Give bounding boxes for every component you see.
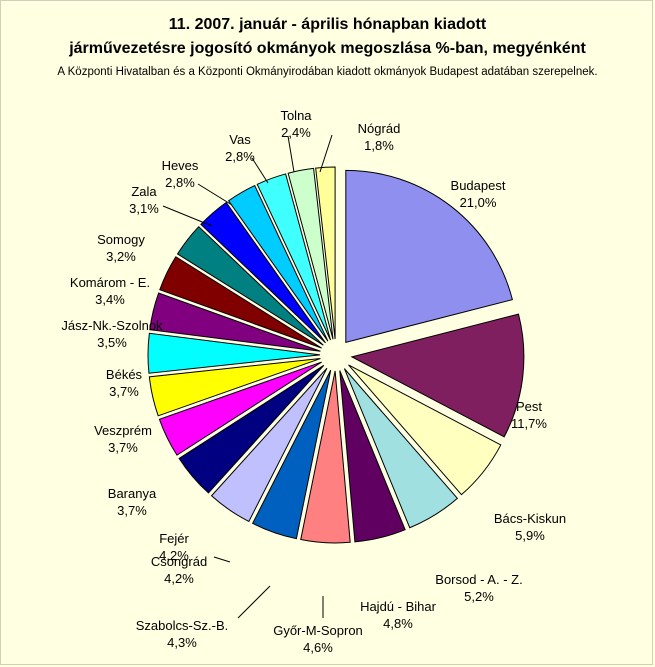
slice-label: Vas 2,8% [225,132,255,164]
slice-label: Tolna 2,4% [280,108,312,140]
chart-title-line-1: 11. 2007. január - április hónapban kiad… [168,16,487,33]
slice-label-value: 5,9% [515,528,545,543]
slice-label-name: Baranya [108,486,157,501]
slice-label-name: Budapest [451,178,506,193]
chart-subtitle: A Központi Hivatalban és a Központi Okmá… [57,66,598,78]
slice-label-name: Veszprém [94,423,152,438]
slice-label-name: Somogy [97,232,145,247]
slice-label-name: Nógrád [358,121,401,136]
leader-line [251,157,269,184]
slice-label-value: 2,8% [225,149,255,164]
pie-slice-komarom-e [159,256,322,349]
leader-line [237,585,271,619]
leader-line [213,556,231,563]
slice-label-value: 2,8% [165,175,195,190]
pie-slice-nograd [315,166,336,340]
slice-label-value: 3,5% [97,335,127,350]
pie-slice-somogy [176,225,324,346]
slice-label-name: Békés [106,367,143,382]
slice-label-value: 3,2% [106,249,136,264]
slice-label-value: 4,2% [159,548,189,563]
slice-label-name: Bács-Kiskun [494,511,566,526]
pie-slice-borsod-a-z [343,368,459,529]
pie-slice-hajdu-bihar [339,370,406,543]
slice-label-value: 3,1% [129,201,159,216]
chart-title-line-2: járművezetésre jogosító okmányok megoszl… [69,40,586,57]
slice-label: Komárom - E. 3,4% [70,275,150,307]
slice-label-name: Zala [131,184,157,199]
slice-label-value: 2,4% [281,125,311,140]
slice-label: Zala 3,1% [129,184,159,216]
slice-label-name: Szabolcs-Sz.-B. [136,618,228,633]
slice-label-value: 21,0% [460,195,497,210]
slice-label-name: Heves [162,158,199,173]
leader-line [319,134,333,173]
pie-slice-vas [256,173,331,341]
slice-label: Somogy 3,2% [97,232,145,264]
slice-label-value: 4,2% [164,571,194,586]
pie-slice-fejer [178,364,325,494]
slice-label-value: 1,8% [364,138,394,153]
slice-label-name: Tolna [280,108,312,123]
leader-line [287,135,295,173]
pie-slice-csongrad [210,367,328,523]
slice-label-value: 4,3% [167,635,197,650]
slice-label-value: 5,2% [464,589,494,604]
pie-slice-bacs-kiskun [348,364,502,496]
slice-label-value: 3,7% [108,440,138,455]
slice-label: Heves 2,8% [162,158,199,190]
slice-label-name: Komárom - E. [70,275,150,290]
slice-label-name: Vas [229,132,251,147]
slice-label: Győr-M-Sopron 4,6% [273,623,363,655]
slice-label: Budapest 21,0% [451,178,506,210]
pie-slice-tolna [287,167,334,340]
pie-slice-pest [350,313,525,438]
slice-label: Borsod - A. - Z. 5,2% [435,572,522,604]
slice-label-name: Hajdú - Bihar [360,599,437,614]
pie-slice-gyor-m-sopron [300,370,351,544]
slice-label: Nógrád 1,8% [358,121,401,153]
pie-slice-szabolcs-sz-b [251,369,332,540]
slice-label: Fejér 4,2% [159,531,189,563]
slice-label: Csongrád 4,2% [151,554,207,586]
slice-label-value: 4,6% [303,640,333,655]
pie-slice-zala [200,201,326,344]
slice-label-value: 3,7% [117,503,147,518]
pie-slice-heves [227,184,329,342]
slice-label: Jász-Nk.-Szolnok 3,5% [61,318,163,350]
slice-label: Békés 3,7% [106,367,143,399]
slice-label-name: Borsod - A. - Z. [435,572,522,587]
slice-label-name: Pest [516,399,542,414]
pie-slice-veszprem [148,358,321,417]
slice-label: Szabolcs-Sz.-B. 4,3% [136,618,228,650]
slice-label-value: 3,4% [95,292,125,307]
slice-label: Hajdú - Bihar 4,8% [360,599,437,631]
pie-slice-baranya [158,361,322,456]
slice-label-name: Fejér [159,531,189,546]
pie-slice-bekes [147,332,321,374]
slice-label: Bács-Kiskun 5,9% [494,511,566,543]
slice-label: Pest 11,7% [511,399,547,431]
leader-line [162,205,213,227]
pie-slice-jasz-nk-szolnok [149,292,321,352]
slice-label: Baranya 3,7% [108,486,157,518]
slice-label: Veszprém 3,7% [94,423,152,455]
leader-line [197,183,233,206]
pie-slice-budapest [345,169,514,344]
slice-label-value: 11,7% [511,416,547,431]
slice-label-name: Győr-M-Sopron [273,623,363,638]
slice-label-name: Jász-Nk.-Szolnok [61,318,163,333]
slice-label-name: Csongrád [151,554,207,569]
slice-label-value: 4,8% [383,616,413,631]
slice-label-value: 3,7% [109,384,139,399]
